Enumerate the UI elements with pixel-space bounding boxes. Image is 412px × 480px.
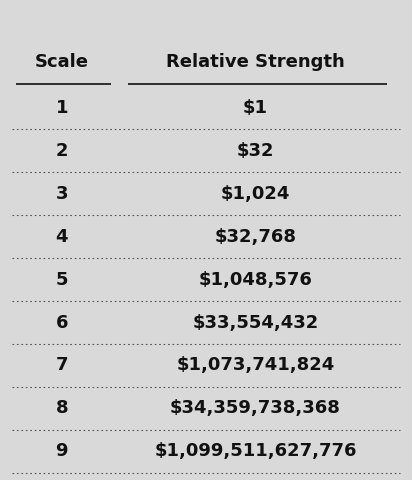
Text: $1,024: $1,024 [221,185,290,203]
Text: 6: 6 [56,313,68,332]
Text: 9: 9 [56,443,68,460]
Text: $32,768: $32,768 [214,228,297,246]
Text: Scale: Scale [35,53,89,72]
Text: 1: 1 [56,99,68,117]
Text: $1,048,576: $1,048,576 [199,271,312,288]
Text: Relative Strength: Relative Strength [166,53,345,72]
Text: 8: 8 [56,399,68,418]
Text: 7: 7 [56,357,68,374]
Text: 3: 3 [56,185,68,203]
Text: 2: 2 [56,142,68,160]
Text: $1,073,741,824: $1,073,741,824 [176,357,335,374]
Text: $1: $1 [243,99,268,117]
Text: $33,554,432: $33,554,432 [192,313,318,332]
Text: $32: $32 [236,142,274,160]
Text: 5: 5 [56,271,68,288]
Text: 4: 4 [56,228,68,246]
Text: $34,359,738,368: $34,359,738,368 [170,399,341,418]
Text: $1,099,511,627,776: $1,099,511,627,776 [154,443,357,460]
